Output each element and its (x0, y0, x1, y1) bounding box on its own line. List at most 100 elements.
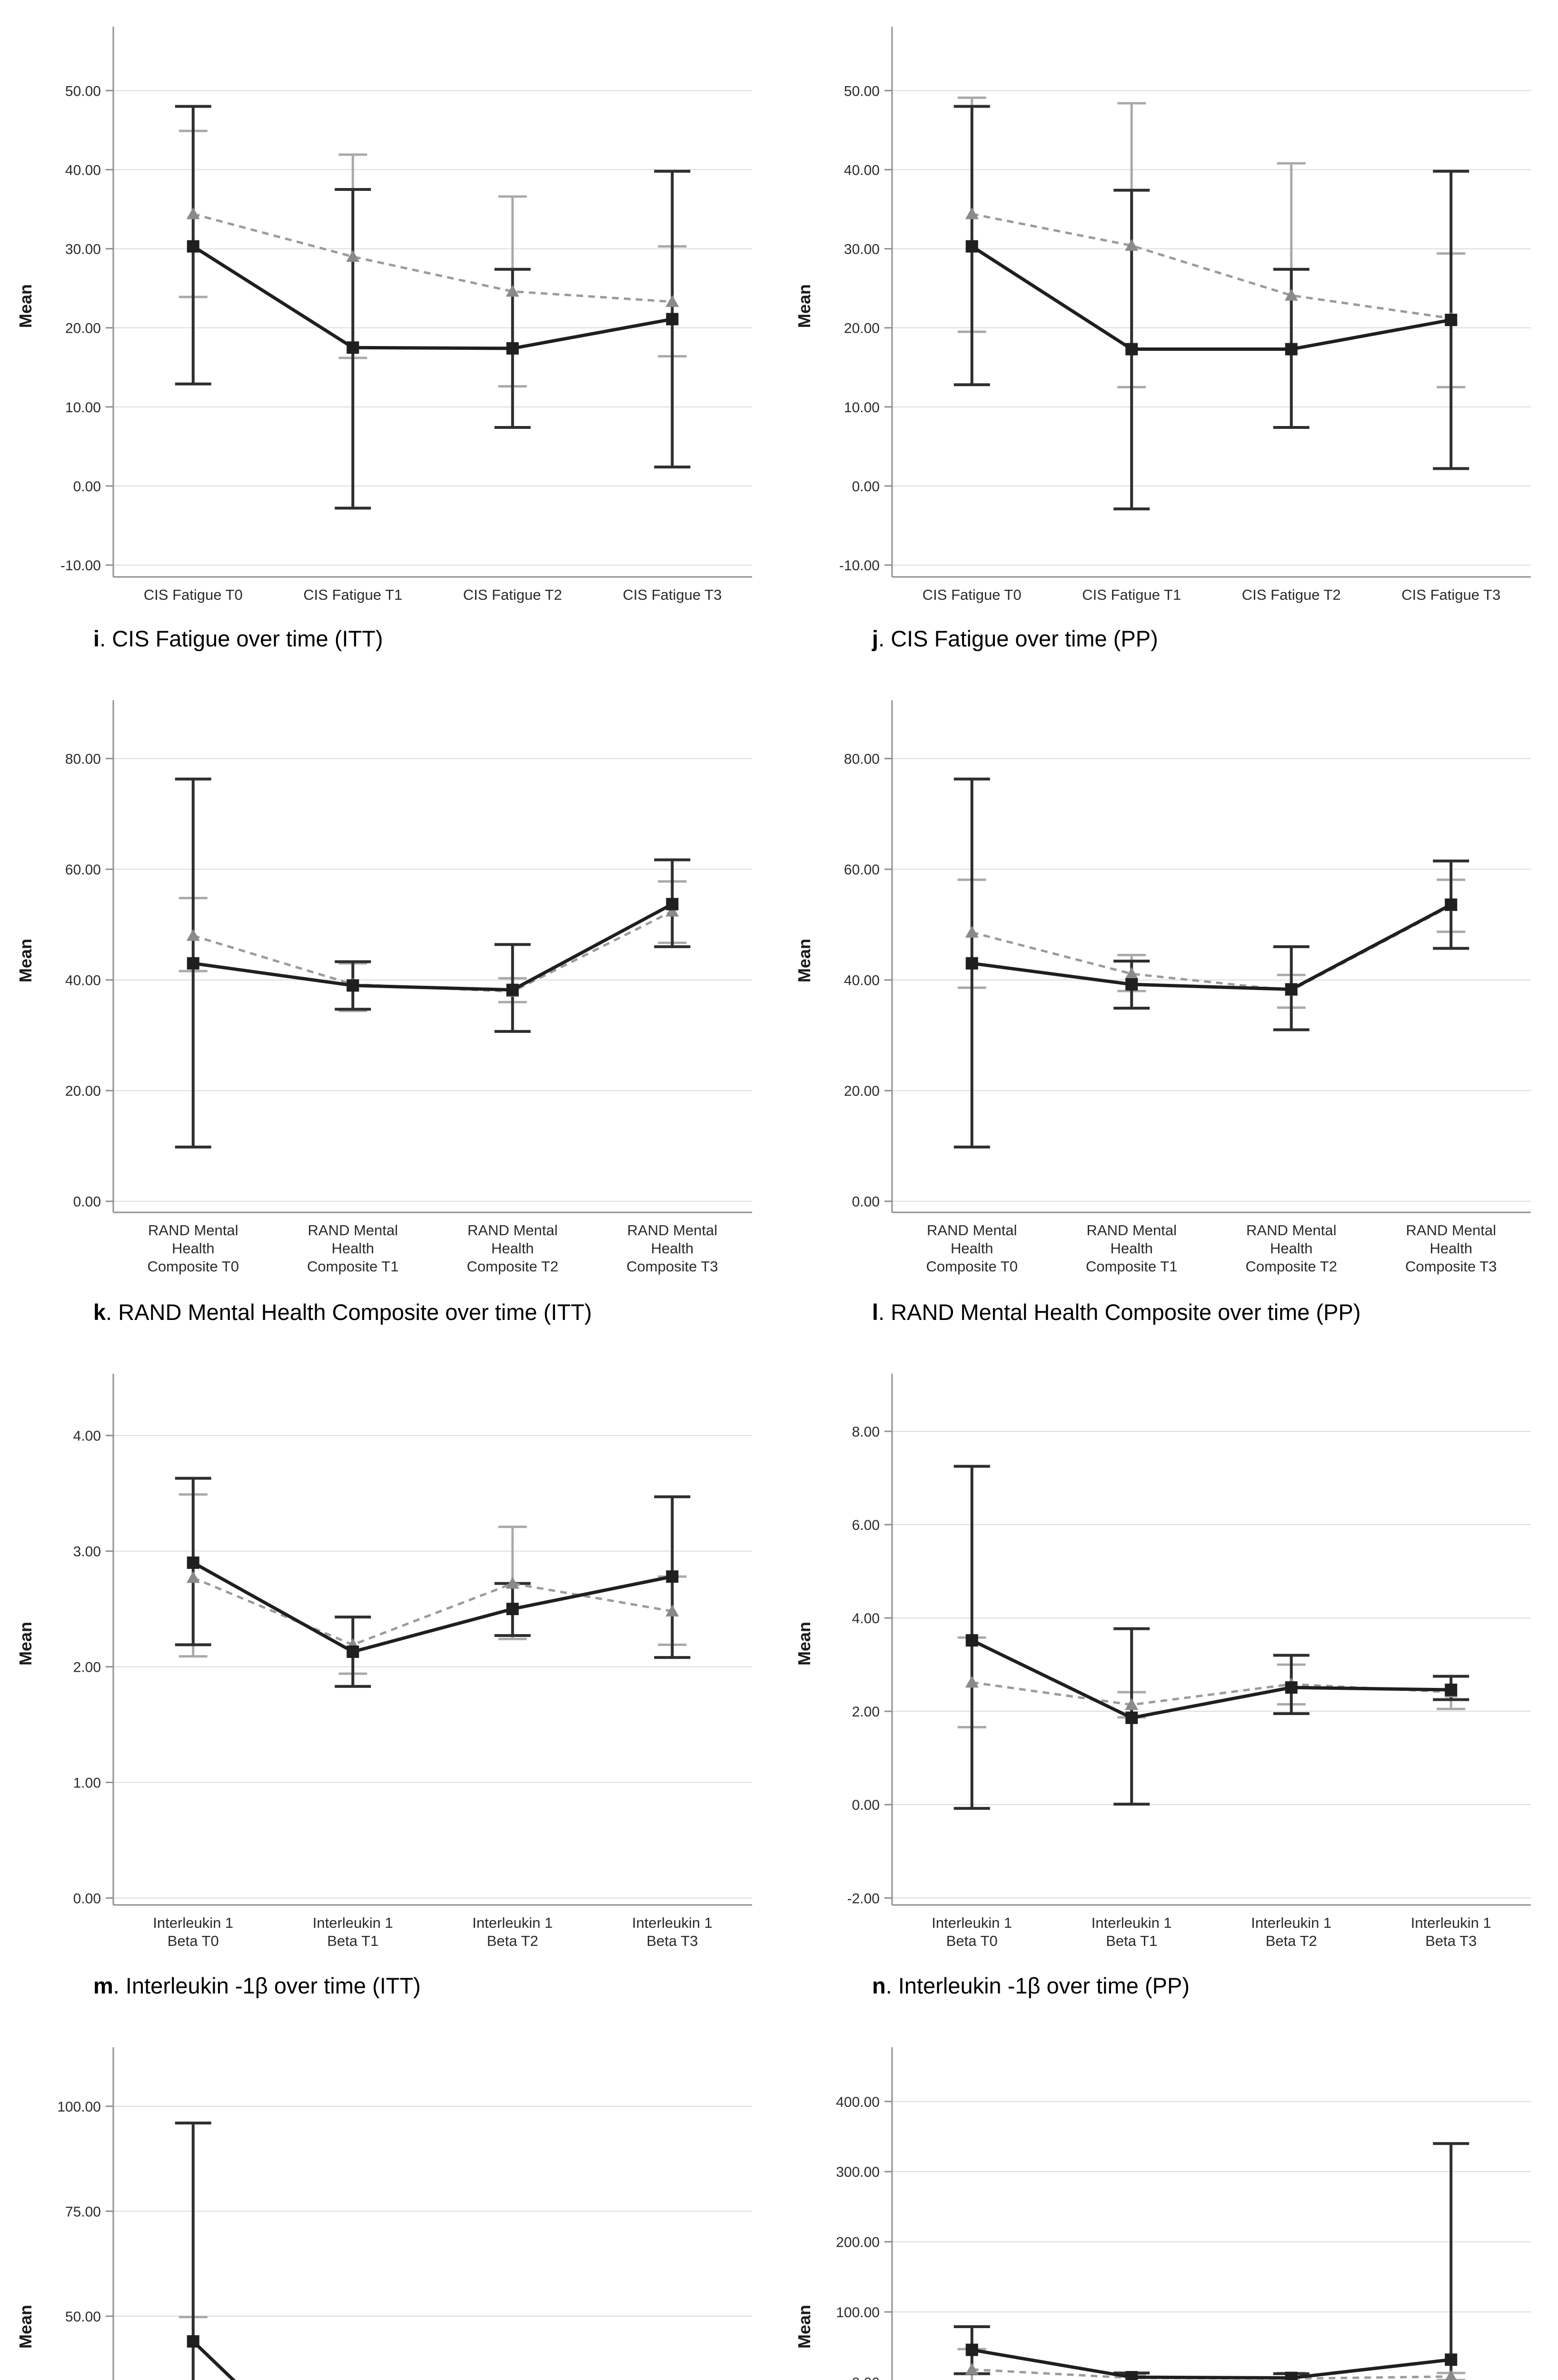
svg-text:75.00: 75.00 (65, 2204, 101, 2220)
svg-text:6.00: 6.00 (852, 1517, 880, 1533)
svg-text:40.00: 40.00 (844, 973, 880, 989)
caption-text: CIS Fatigue over time (ITT) (112, 626, 383, 651)
svg-text:100.00: 100.00 (57, 2099, 101, 2115)
chart-canvas-p: -300.00-200.00-100.000.00100.00200.00300… (794, 2047, 1531, 2380)
caption-text: RAND Mental Health Composite over time (… (891, 1299, 1361, 1325)
caption-separator: . (99, 626, 112, 651)
chart-cell-n-interleukin-1b-pp: -2.00 0.00 2.00 4.00 6.00 8.00 Mean Interleukin… (779, 1347, 1558, 2021)
chart-caption-i: i. CIS Fatigue over time (ITT) (93, 625, 779, 652)
svg-text:400.00: 400.00 (836, 2094, 880, 2110)
chart-cell-p-interleukin-6-pp: -300.00-200.00-100.000.00100.00200.00300… (779, 2021, 1558, 2380)
caption-text: Interleukin -1β over time (PP) (898, 1973, 1190, 1998)
svg-text:0.00: 0.00 (852, 479, 880, 495)
svg-text:Mean: Mean (16, 939, 35, 982)
svg-text:100.00: 100.00 (836, 2305, 880, 2320)
caption-separator: . (878, 626, 891, 651)
chart-caption-k: k. RAND Mental Health Composite over tim… (93, 1299, 779, 1325)
caption-separator: . (106, 1299, 119, 1325)
chart-canvas-m: 0.00 1.00 2.00 3.00 4.00 Mean Interleukin 1 Bet… (16, 1374, 752, 1949)
svg-text:20.00: 20.00 (65, 321, 101, 337)
svg-text:CIS Fatigue T3: CIS Fatigue T3 (1401, 586, 1500, 603)
svg-text:CIS Fatigue T2: CIS Fatigue T2 (463, 586, 562, 603)
chart-canvas-k: 0.00 20.00 40.00 60.00 80.00 Mean RAND Mental H… (16, 700, 752, 1275)
caption-letter: l (872, 1299, 879, 1325)
svg-text:300.00: 300.00 (836, 2164, 880, 2180)
chart-cell-m-interleukin-1b-itt: 0.00 1.00 2.00 3.00 4.00 Mean Interleukin 1 Bet… (0, 1347, 779, 2021)
svg-text:0.00: 0.00 (73, 479, 101, 495)
svg-text:-10.00: -10.00 (60, 558, 101, 574)
chart-canvas-n: -2.00 0.00 2.00 4.00 6.00 8.00 Mean Interleukin… (794, 1374, 1531, 1949)
chart-caption-n: n. Interleukin -1β over time (PP) (872, 1973, 1558, 1999)
caption-text: Interleukin -1β over time (ITT) (125, 1973, 421, 1998)
svg-text:CIS Fatigue T0: CIS Fatigue T0 (923, 586, 1022, 603)
svg-text:50.00: 50.00 (65, 83, 101, 99)
svg-text:8.00: 8.00 (852, 1424, 880, 1440)
svg-text:Mean: Mean (16, 284, 35, 328)
chart-canvas-l: 0.00 20.00 40.00 60.00 80.00 Mean RAND Mental H… (794, 700, 1531, 1275)
chart-canvas-o: 0.0025.0050.0075.00100.00MeanInterleukin… (16, 2047, 752, 2380)
svg-text:2.00: 2.00 (73, 1660, 101, 1676)
svg-text:-2.00: -2.00 (847, 1891, 880, 1906)
chart-caption-l: l. RAND Mental Health Composite over tim… (872, 1299, 1558, 1325)
svg-text:50.00: 50.00 (65, 2309, 101, 2325)
svg-text:50.00: 50.00 (844, 83, 880, 99)
chart-canvas-i: -10.00 0.00 10.00 20.00 30.00 40.00 50.00 Mean C… (16, 27, 752, 603)
svg-text:10.00: 10.00 (65, 400, 101, 416)
svg-text:4.00: 4.00 (852, 1611, 880, 1626)
svg-text:80.00: 80.00 (844, 752, 880, 767)
caption-letter: n (872, 1973, 886, 1998)
chart-cell-l-rand-mental-pp: 0.00 20.00 40.00 60.00 80.00 Mean RAND Mental H… (779, 674, 1558, 1347)
svg-text:20.00: 20.00 (844, 321, 880, 337)
svg-text:0.00: 0.00 (852, 1797, 880, 1813)
caption-letter: i (93, 626, 100, 651)
svg-text:CIS Fatigue T1: CIS Fatigue T1 (1082, 586, 1181, 603)
caption-separator: . (885, 1973, 898, 1998)
svg-text:30.00: 30.00 (844, 242, 880, 258)
svg-text:0.00: 0.00 (73, 1891, 101, 1906)
svg-text:Mean: Mean (794, 939, 814, 982)
svg-text:60.00: 60.00 (844, 862, 880, 878)
svg-text:Mean: Mean (16, 1622, 35, 1666)
svg-text:Mean: Mean (794, 1622, 814, 1666)
svg-text:CIS Fatigue T3: CIS Fatigue T3 (623, 586, 722, 603)
svg-text:0.00: 0.00 (852, 1194, 880, 1210)
chart-cell-j-cis-fatigue-pp: -10.00 0.00 10.00 20.00 30.00 40.00 50.00 Mean C… (779, 0, 1558, 674)
svg-text:3.00: 3.00 (73, 1544, 101, 1560)
caption-text: CIS Fatigue over time (PP) (891, 626, 1158, 651)
chart-caption-m: m. Interleukin -1β over time (ITT) (93, 1973, 779, 1999)
chart-cell-o-interleukin-6-itt: 0.0025.0050.0075.00100.00MeanInterleukin… (0, 2021, 779, 2380)
chart-cell-k-rand-mental-itt: 0.00 20.00 40.00 60.00 80.00 Mean RAND Mental H… (0, 674, 779, 1347)
chart-canvas-j: -10.00 0.00 10.00 20.00 30.00 40.00 50.00 Mean C… (794, 27, 1531, 603)
svg-text:80.00: 80.00 (65, 752, 101, 767)
chart-cell-i-cis-fatigue-itt: -10.00 0.00 10.00 20.00 30.00 40.00 50.00 Mean C… (0, 0, 779, 674)
caption-letter: j (872, 626, 879, 651)
svg-text:40.00: 40.00 (65, 162, 101, 178)
svg-text:200.00: 200.00 (836, 2235, 880, 2251)
chart-caption-j: j. CIS Fatigue over time (PP) (872, 625, 1558, 652)
svg-text:40.00: 40.00 (65, 973, 101, 989)
svg-text:60.00: 60.00 (65, 862, 101, 878)
caption-separator: . (113, 1973, 126, 1998)
svg-text:40.00: 40.00 (844, 162, 880, 178)
caption-text: RAND Mental Health Composite over time (… (118, 1299, 592, 1325)
svg-text:Mean: Mean (16, 2305, 35, 2349)
svg-text:0.00: 0.00 (73, 1194, 101, 1210)
svg-text:-10.00: -10.00 (839, 558, 880, 574)
svg-text:20.00: 20.00 (65, 1083, 101, 1099)
svg-text:2.00: 2.00 (852, 1704, 880, 1720)
